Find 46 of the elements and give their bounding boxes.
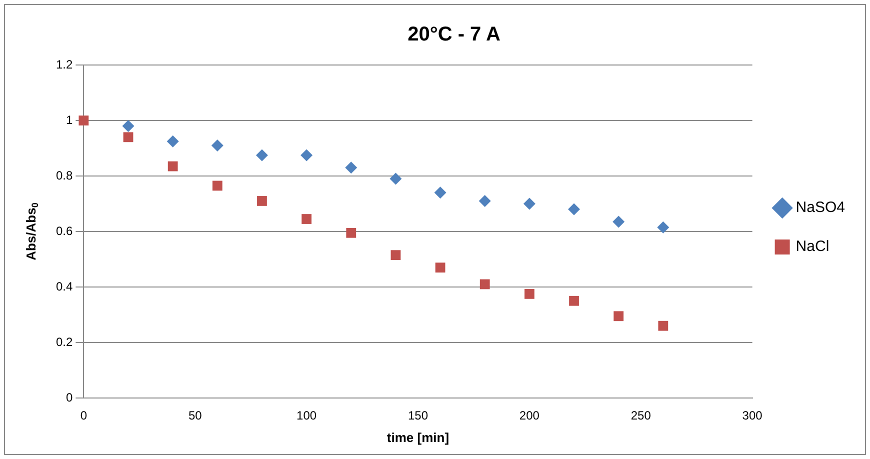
y-axis-title: Abs/Abs0 bbox=[23, 202, 40, 260]
point bbox=[614, 311, 624, 322]
y-tick-label: 0.2 bbox=[56, 334, 73, 349]
y-tick-label: 0.6 bbox=[56, 224, 73, 238]
y-tick-label: 0 bbox=[66, 390, 73, 404]
y-tick-label: 1.2 bbox=[56, 57, 73, 72]
point bbox=[523, 198, 536, 210]
point bbox=[657, 221, 670, 234]
point bbox=[302, 214, 312, 224]
y-tick-label: 1 bbox=[66, 112, 73, 127]
x-tick-label: 150 bbox=[408, 408, 428, 423]
point bbox=[658, 320, 668, 331]
point bbox=[166, 135, 179, 148]
point bbox=[122, 120, 134, 132]
x-tick-label: 250 bbox=[630, 408, 652, 423]
x-tick-label: 300 bbox=[742, 408, 763, 423]
x-tick-label: 0 bbox=[80, 408, 88, 423]
point bbox=[568, 203, 580, 216]
point bbox=[569, 296, 579, 306]
x-tick-label: 100 bbox=[296, 408, 317, 423]
x-axis-title: time [min] bbox=[386, 430, 450, 445]
point bbox=[345, 162, 358, 174]
x-tick-label: 200 bbox=[519, 408, 540, 423]
point bbox=[123, 132, 134, 142]
point bbox=[390, 172, 402, 185]
chart-title: 20°C - 7 A bbox=[408, 24, 500, 46]
point bbox=[256, 149, 268, 162]
point bbox=[78, 116, 89, 126]
point bbox=[524, 288, 534, 299]
legend-label: NaSO4 bbox=[796, 199, 846, 216]
point bbox=[480, 279, 490, 290]
point bbox=[390, 250, 401, 260]
point bbox=[346, 228, 356, 238]
y-tick-label: 0.4 bbox=[56, 279, 73, 294]
y-tick-label: 0.8 bbox=[56, 168, 73, 182]
point bbox=[212, 180, 222, 191]
point bbox=[257, 196, 267, 206]
point bbox=[434, 186, 446, 199]
x-tick-label: 50 bbox=[188, 408, 202, 423]
point bbox=[612, 216, 625, 228]
point bbox=[300, 149, 313, 162]
legend-label: NaCl bbox=[796, 238, 830, 256]
point bbox=[168, 161, 178, 172]
point bbox=[435, 262, 446, 273]
point bbox=[478, 194, 491, 207]
point bbox=[211, 139, 224, 152]
